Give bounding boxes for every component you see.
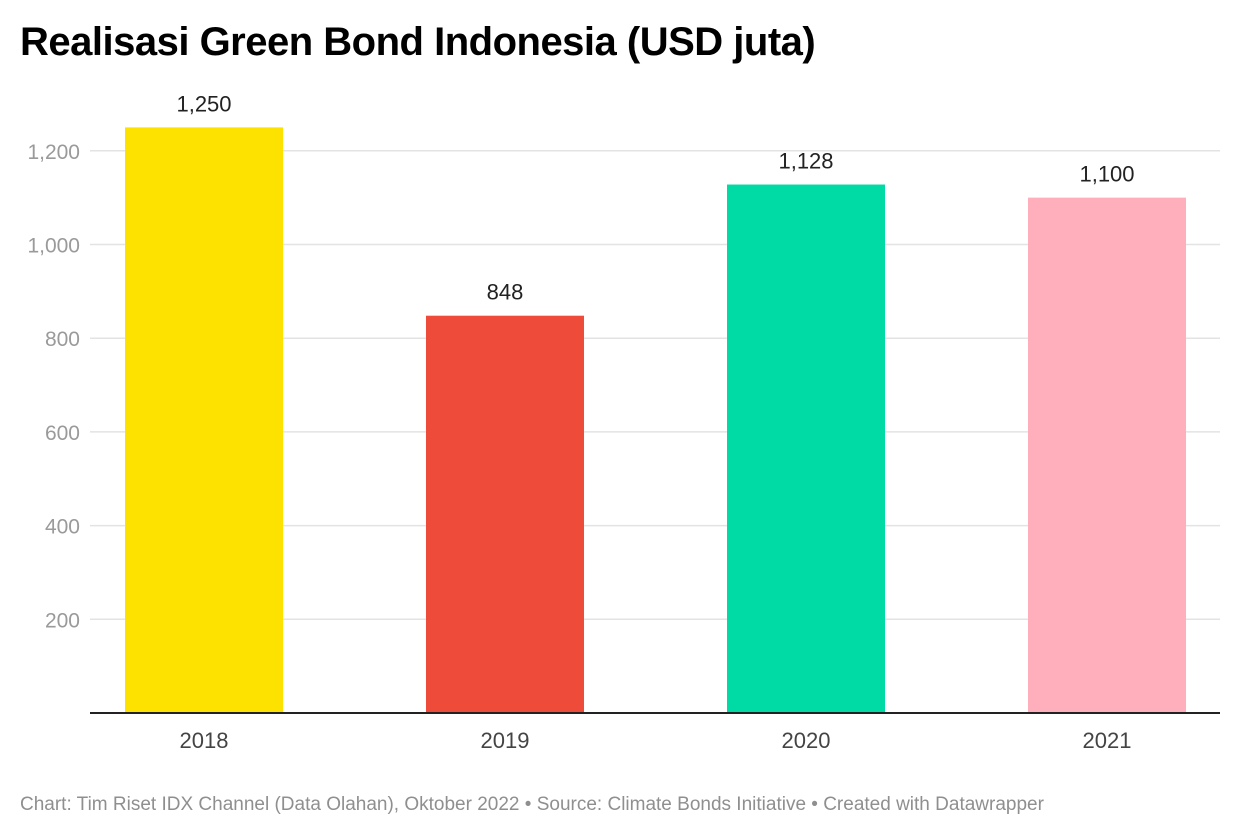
- x-tick-label: 2018: [180, 728, 229, 753]
- chart-footer: Chart: Tim Riset IDX Channel (Data Olaha…: [20, 794, 1044, 815]
- bar-2020: [727, 184, 885, 714]
- x-tick-label: 2021: [1083, 728, 1132, 753]
- value-label: 848: [487, 280, 524, 305]
- bars: [125, 127, 1186, 714]
- y-tick-label: 1,000: [27, 235, 80, 258]
- x-tick-label: 2019: [481, 728, 530, 753]
- chart-title: Realisasi Green Bond Indonesia (USD juta…: [20, 20, 816, 64]
- value-label: 1,100: [1079, 162, 1134, 187]
- value-label: 1,250: [176, 91, 231, 116]
- y-tick-label: 600: [45, 422, 80, 445]
- y-tick-label: 400: [45, 516, 80, 539]
- y-tick-label: 200: [45, 609, 80, 632]
- bar-2019: [426, 315, 584, 713]
- value-label: 1,128: [778, 149, 833, 174]
- bar-2018: [125, 127, 283, 713]
- x-axis-ticks: 2018 2019 2020 2021: [180, 728, 1132, 753]
- y-tick-label: 800: [45, 328, 80, 351]
- bar-2021: [1028, 197, 1186, 713]
- y-tick-label: 1,200: [27, 141, 80, 164]
- x-tick-label: 2020: [782, 728, 831, 753]
- value-labels: 1,250 848 1,128 1,100: [176, 91, 1134, 304]
- y-axis-ticks: 200 400 600 800 1,000 1,200: [27, 141, 80, 632]
